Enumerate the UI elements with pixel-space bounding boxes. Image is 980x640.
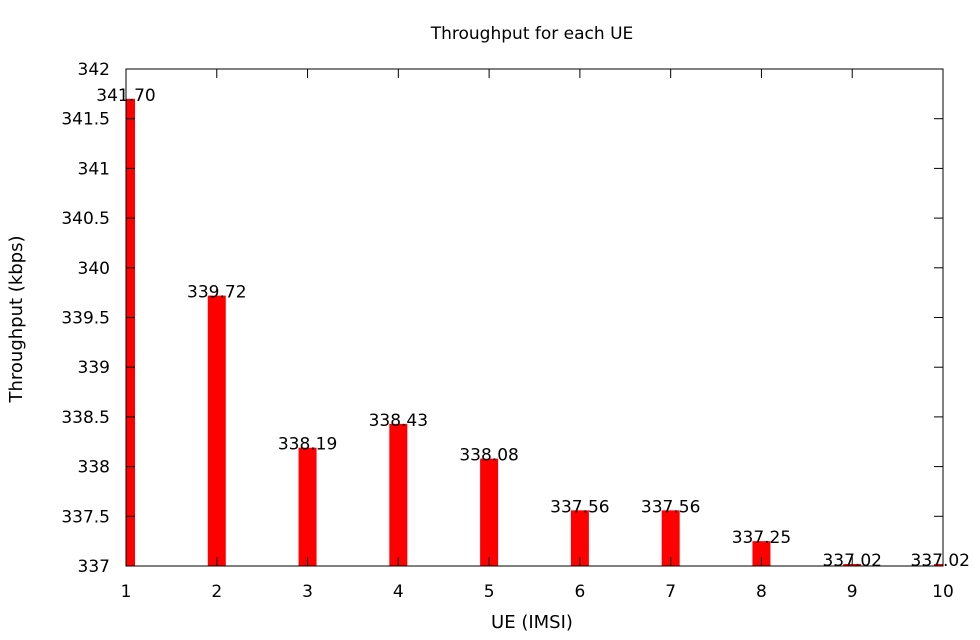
data-label: 337.02 [911, 551, 970, 571]
y-tick-label: 341.5 [61, 110, 110, 130]
plot-frame [125, 68, 944, 567]
x-tick-label: 7 [665, 582, 676, 602]
ticks-group: 337337.5338338.5339339.5340340.5341341.5… [61, 60, 953, 602]
x-tick-label: 10 [932, 582, 954, 602]
data-label: 338.19 [278, 435, 337, 455]
bar-ue-5 [480, 458, 499, 566]
y-tick-label: 340.5 [61, 209, 110, 229]
data-label: 337.56 [641, 497, 700, 517]
y-tick-label: 337 [78, 557, 110, 577]
y-tick-label: 340 [78, 259, 110, 279]
x-tick-label: 2 [211, 582, 222, 602]
y-tick-label: 337.5 [61, 507, 110, 527]
bar-ue-7 [661, 510, 680, 566]
bar-ue-8 [752, 541, 771, 566]
data-label: 337.02 [822, 551, 881, 571]
bars-group [126, 98, 943, 566]
x-tick-label: 3 [302, 582, 313, 602]
y-tick-label: 342 [78, 60, 110, 80]
y-tick-label: 339.5 [61, 309, 110, 329]
data-label: 339.72 [187, 283, 246, 303]
data-label: 338.08 [459, 446, 518, 466]
x-tick-label: 1 [121, 582, 132, 602]
y-tick-label: 341 [78, 159, 110, 179]
x-tick-label: 5 [484, 582, 495, 602]
x-tick-label: 9 [847, 582, 858, 602]
x-tick-label: 8 [756, 582, 767, 602]
x-tick-label: 4 [393, 582, 404, 602]
bar-ue-3 [298, 447, 317, 566]
bar-ue-10 [934, 564, 943, 566]
data-label: 341.70 [96, 86, 155, 106]
y-tick-label: 338.5 [61, 408, 110, 428]
data-label: 338.43 [369, 411, 428, 431]
data-label: 337.25 [732, 528, 791, 548]
x-tick-label: 6 [574, 582, 585, 602]
x-axis-label: UE (IMSI) [491, 612, 573, 633]
chart-title: Throughput for each UE [430, 24, 634, 44]
bar-ue-1 [126, 98, 135, 566]
bar-ue-4 [389, 423, 408, 566]
y-axis-label: Throughput (kbps) [6, 236, 27, 404]
data-labels-group: 341.70 339.72 338.19 338.43 338.08 337.56 337.… [96, 86, 970, 571]
bar-ue-6 [570, 510, 589, 566]
data-label: 337.56 [550, 497, 609, 517]
y-tick-label: 338 [78, 458, 110, 478]
y-tick-label: 339 [78, 358, 110, 378]
bar-ue-2 [207, 295, 226, 566]
